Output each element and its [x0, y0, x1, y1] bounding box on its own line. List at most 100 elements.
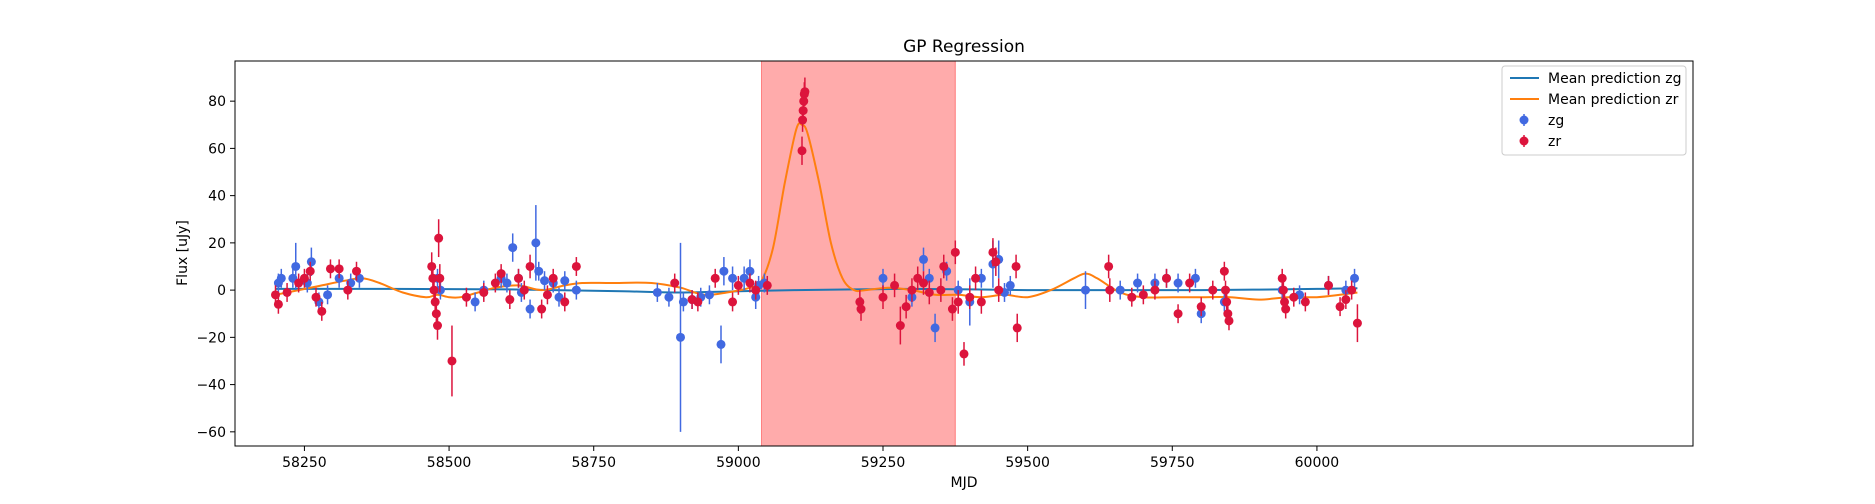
data-point-zg [323, 285, 333, 305]
data-points-layer [271, 77, 1362, 432]
marker [670, 278, 680, 288]
legend: Mean prediction zg Mean prediction zr zg… [1501, 65, 1687, 156]
data-point-zr [907, 278, 917, 302]
data-point-zr [435, 264, 445, 293]
data-point-zr [571, 257, 581, 276]
marker [1219, 266, 1229, 276]
marker [971, 273, 981, 283]
marker [1162, 273, 1171, 283]
marker [461, 292, 471, 302]
marker [447, 356, 457, 366]
marker [1133, 278, 1143, 288]
marker [1350, 273, 1360, 283]
data-point-zg [664, 287, 674, 307]
data-point-zg [534, 261, 544, 281]
marker [1280, 297, 1290, 307]
data-point-zr [919, 271, 928, 295]
data-point-zg [276, 268, 286, 288]
data-point-zr [519, 280, 529, 300]
marker [1208, 285, 1218, 295]
y-tick-label: −40 [196, 378, 226, 394]
data-point-zr [548, 268, 558, 288]
y-tick-label: 60 [208, 141, 226, 157]
marker [490, 278, 500, 288]
y-tick-label: −20 [196, 330, 226, 346]
marker [976, 297, 986, 307]
y-tick-label: 20 [208, 236, 226, 252]
marker [991, 257, 1001, 267]
data-point-zr [1222, 292, 1232, 312]
chart-title: GP Regression [903, 37, 1025, 57]
marker [1341, 295, 1351, 305]
data-point-zg [704, 285, 714, 305]
data-point-zg [919, 247, 928, 272]
marker [1224, 316, 1234, 326]
legend-label-zr-line: Mean prediction zr [1548, 92, 1679, 108]
marker [1222, 297, 1232, 307]
marker [325, 264, 335, 274]
data-point-zr [1105, 278, 1115, 302]
marker [693, 297, 703, 307]
data-point-zr [800, 77, 810, 106]
marker [733, 280, 743, 290]
x-tick-label: 58250 [282, 455, 327, 471]
marker [540, 276, 550, 286]
marker [435, 273, 445, 283]
data-point-zr [751, 280, 761, 300]
marker [953, 297, 963, 307]
marker [907, 285, 917, 295]
data-point-zr [537, 299, 547, 319]
marker [299, 273, 309, 283]
marker [560, 276, 570, 286]
marker [1352, 318, 1362, 328]
marker [728, 297, 738, 307]
marker [994, 285, 1004, 295]
data-point-zg [676, 242, 685, 432]
x-axis-ticks: 58250 58500 58750 59000 59250 59500 59750 60000 [282, 446, 1339, 471]
marker [306, 257, 316, 267]
data-point-zg [1115, 280, 1125, 300]
marker [537, 304, 547, 314]
marker [317, 306, 327, 316]
data-point-zr [728, 292, 738, 312]
data-point-zr [924, 280, 934, 305]
marker [1196, 302, 1206, 312]
data-point-zr [856, 297, 866, 321]
marker [1012, 323, 1022, 333]
marker [542, 290, 552, 300]
marker [1150, 285, 1160, 295]
marker [950, 247, 960, 257]
marker [1185, 278, 1195, 288]
data-point-zr [1104, 254, 1114, 279]
x-axis-label: MJD [951, 475, 978, 491]
data-point-zr [1208, 280, 1218, 300]
data-point-zr [282, 283, 292, 302]
data-point-zr [745, 273, 755, 293]
data-point-zr [947, 297, 957, 321]
data-point-zr [325, 259, 335, 279]
data-point-zr [490, 273, 500, 293]
marker [652, 287, 662, 297]
marker [343, 285, 353, 295]
marker [745, 266, 755, 276]
legend-swatch-zr-points [1519, 135, 1529, 147]
data-point-zr [1278, 280, 1288, 300]
data-point-zg [678, 292, 688, 312]
data-point-zr [797, 136, 807, 165]
legend-label-zr-points: zr [1548, 134, 1561, 150]
marker [276, 273, 286, 283]
marker [1347, 285, 1357, 295]
data-point-zg [502, 273, 512, 293]
marker [936, 285, 946, 295]
data-point-zr [710, 268, 720, 288]
x-tick-label: 59500 [1005, 455, 1050, 471]
data-point-zr [1281, 299, 1291, 319]
marker [479, 287, 489, 297]
marker [797, 146, 807, 156]
marker [1173, 278, 1183, 288]
data-point-zr [991, 247, 1001, 276]
shaded-region [761, 60, 956, 447]
marker [678, 297, 688, 307]
data-point-zr [1289, 287, 1299, 307]
marker [560, 297, 570, 307]
